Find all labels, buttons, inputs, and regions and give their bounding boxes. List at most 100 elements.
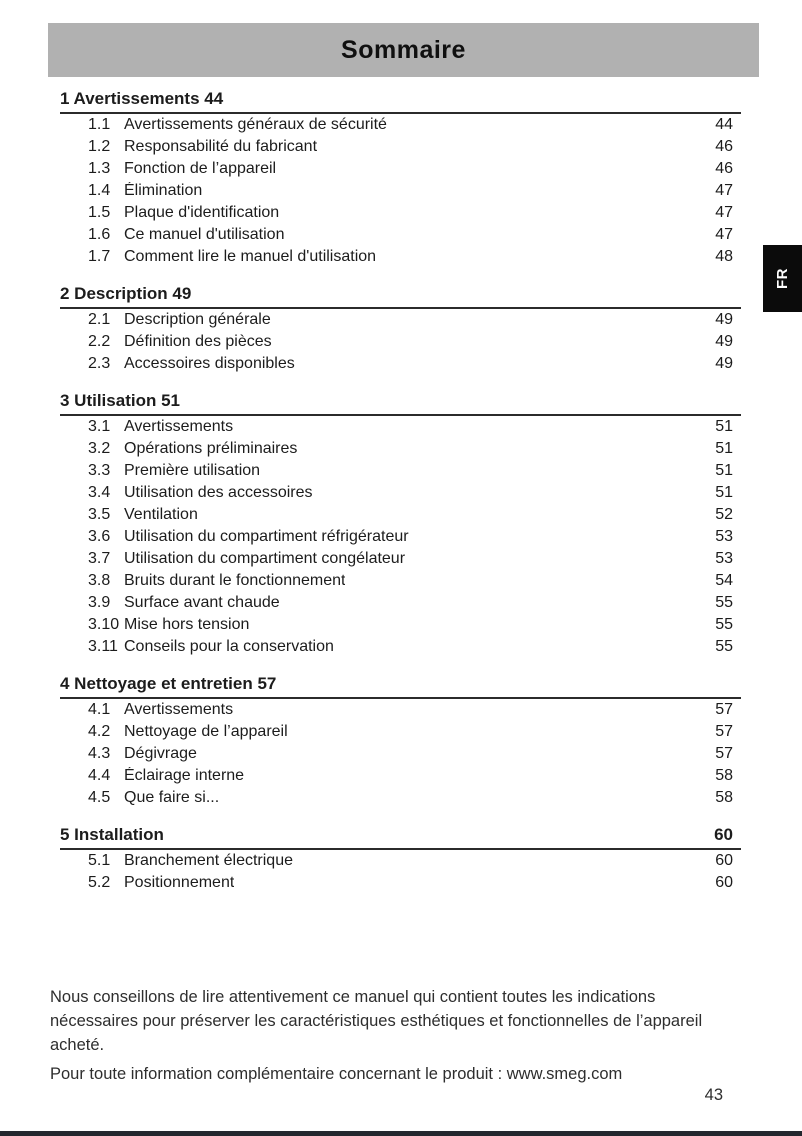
footer-paragraph-2: Pour toute information complémentaire co… bbox=[50, 1065, 623, 1083]
footer-note: Nous conseillons de lire attentivement c… bbox=[50, 985, 747, 1086]
entry-label: Nettoyage de l’appareil bbox=[124, 723, 288, 740]
entry-page: 52 bbox=[715, 506, 733, 523]
entry-page: 47 bbox=[715, 204, 733, 221]
entry-number: 4.4 bbox=[88, 767, 111, 784]
entry-page: 47 bbox=[715, 226, 733, 243]
toc-section-2: 2 Description 49 2.1 Description générale 4… bbox=[60, 283, 741, 375]
page-title: Sommaire bbox=[341, 35, 466, 64]
entry-label: Utilisation du compartiment réfrigérateu… bbox=[124, 528, 409, 545]
entry-label: Première utilisation bbox=[124, 462, 261, 479]
section-header: 1 Avertissements 44 bbox=[60, 88, 741, 114]
toc-entry: 1.6 Ce manuel d'utilisation 47 bbox=[88, 224, 741, 246]
entry-label: Éclairage interne bbox=[124, 767, 245, 784]
toc-entry: 1.3 Fonction de l’appareil 46 bbox=[88, 158, 741, 180]
entry-label: Dégivrage bbox=[124, 745, 197, 762]
toc-section-5: 5 Installation 60 5.1 Branchement électriqu… bbox=[60, 824, 741, 894]
entry-number: 1.2 bbox=[88, 138, 111, 155]
entry-page: 57 bbox=[715, 723, 733, 740]
section-page: 60 bbox=[714, 825, 733, 844]
entry-number: 4.2 bbox=[88, 723, 111, 740]
toc-entry: 3.10 Mise hors tension 55 bbox=[88, 614, 741, 636]
entry-label: Opérations préliminaires bbox=[124, 440, 298, 457]
entry-label: Accessoires disponibles bbox=[124, 355, 295, 372]
entry-label: Définition des pièces bbox=[124, 333, 272, 350]
toc-entry: 2.3 Accessoires disponibles 49 bbox=[88, 353, 741, 375]
entry-page: 57 bbox=[715, 745, 733, 762]
toc-entry: 5.2 Positionnement 60 bbox=[88, 872, 741, 894]
section-header: 4 Nettoyage et entretien 57 bbox=[60, 673, 741, 699]
toc-section-3: 3 Utilisation 51 3.1 Avertissements 51 3.2 Op… bbox=[60, 390, 741, 658]
entry-label: Avertissements généraux de sécurité bbox=[124, 116, 387, 133]
entry-page: 53 bbox=[715, 528, 733, 545]
entry-page: 53 bbox=[715, 550, 733, 567]
entry-page: 58 bbox=[715, 789, 733, 806]
entry-number: 3.9 bbox=[88, 594, 111, 611]
toc-entry: 1.7 Comment lire le manuel d'utilisation 4… bbox=[88, 246, 741, 268]
section-items: 3.1 Avertissements 51 3.2 Opérations prélimi… bbox=[60, 416, 741, 658]
entry-label: Description générale bbox=[124, 311, 271, 328]
toc-entry: 3.2 Opérations préliminaires 51 bbox=[88, 438, 741, 460]
entry-label: Avertissements bbox=[124, 418, 234, 435]
toc-entry: 3.5 Ventilation 52 bbox=[88, 504, 741, 526]
toc-entry: 3.3 Première utilisation 51 bbox=[88, 460, 741, 482]
section-header: 3 Utilisation 51 bbox=[60, 390, 741, 416]
toc-entry: 5.1 Branchement électrique 60 bbox=[88, 850, 741, 872]
entry-label: Ce manuel d'utilisation bbox=[124, 226, 285, 243]
toc-entry: 2.2 Définition des pièces 49 bbox=[88, 331, 741, 353]
toc-entry: 1.1 Avertissements généraux de sécurité 44 bbox=[88, 114, 741, 136]
entry-page: 58 bbox=[715, 767, 733, 784]
entry-number: 3.1 bbox=[88, 418, 111, 435]
entry-page: 55 bbox=[715, 616, 733, 633]
entry-label: Branchement électrique bbox=[124, 852, 293, 869]
section-title: 1 Avertissements 44 bbox=[60, 89, 224, 108]
entry-number: 3.10 bbox=[88, 616, 120, 633]
entry-label: Fonction de l’appareil bbox=[124, 160, 277, 177]
entry-page: 51 bbox=[715, 462, 733, 479]
entry-number: 3.8 bbox=[88, 572, 111, 589]
section-header: 2 Description 49 bbox=[60, 283, 741, 309]
bottom-rule bbox=[0, 1131, 802, 1136]
entry-page: 55 bbox=[715, 594, 733, 611]
language-tab: FR bbox=[763, 245, 802, 312]
entry-page: 51 bbox=[715, 440, 733, 457]
entry-label: Utilisation des accessoires bbox=[124, 484, 313, 501]
entry-label: Surface avant chaude bbox=[124, 594, 280, 611]
entry-number: 1.3 bbox=[88, 160, 111, 177]
entry-number: 3.11 bbox=[88, 638, 118, 655]
entry-number: 3.4 bbox=[88, 484, 111, 501]
entry-label: Avertissements bbox=[124, 701, 234, 718]
section-items: 4.1 Avertissements 57 4.2 Nettoyage de l’app… bbox=[60, 699, 741, 809]
entry-number: 1.5 bbox=[88, 204, 111, 221]
entry-label: Responsabilité du fabricant bbox=[124, 138, 318, 155]
entry-number: 2.1 bbox=[88, 311, 111, 328]
entry-label: Que faire si... bbox=[124, 789, 220, 806]
entry-number: 3.5 bbox=[88, 506, 111, 523]
footer-paragraph-1: Nous conseillons de lire attentivement c… bbox=[50, 988, 703, 1054]
entry-number: 5.2 bbox=[88, 874, 111, 891]
entry-label: Bruits durant le fonctionnement bbox=[124, 572, 346, 589]
entry-page: 49 bbox=[715, 355, 733, 372]
entry-label: Positionnement bbox=[124, 874, 235, 891]
toc-entry: 4.2 Nettoyage de l’appareil 57 bbox=[88, 721, 741, 743]
toc-entry: 3.7 Utilisation du compartiment congélate… bbox=[88, 548, 741, 570]
toc-entry: 4.4 Éclairage interne 58 bbox=[88, 765, 741, 787]
toc-entry: 3.1 Avertissements 51 bbox=[88, 416, 741, 438]
toc-entry: 1.2 Responsabilité du fabricant 46 bbox=[88, 136, 741, 158]
section-items: 5.1 Branchement électrique 60 5.2 Positionne… bbox=[60, 850, 741, 894]
entry-page: 49 bbox=[715, 333, 733, 350]
entry-label: Comment lire le manuel d'utilisation bbox=[124, 248, 377, 265]
entry-label: Élimination bbox=[124, 182, 203, 199]
entry-page: 55 bbox=[715, 638, 733, 655]
entry-page: 46 bbox=[715, 138, 733, 155]
toc-entry: 2.1 Description générale 49 bbox=[88, 309, 741, 331]
entry-number: 5.1 bbox=[88, 852, 111, 869]
entry-number: 4.1 bbox=[88, 701, 111, 718]
toc-entry: 3.4 Utilisation des accessoires 51 bbox=[88, 482, 741, 504]
entry-number: 1.1 bbox=[88, 116, 111, 133]
entry-page: 49 bbox=[715, 311, 733, 328]
toc-entry: 1.5 Plaque d'identification 47 bbox=[88, 202, 741, 224]
section-title: 4 Nettoyage et entretien 57 bbox=[60, 674, 277, 693]
entry-number: 3.7 bbox=[88, 550, 111, 567]
entry-page: 51 bbox=[715, 418, 733, 435]
section-items: 1.1 Avertissements généraux de sécurité 44… bbox=[60, 114, 741, 268]
